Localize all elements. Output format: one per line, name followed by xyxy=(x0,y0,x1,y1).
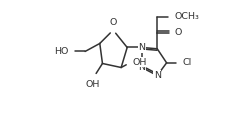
Text: N: N xyxy=(154,71,161,80)
Text: Cl: Cl xyxy=(182,58,192,67)
Text: O: O xyxy=(110,18,117,27)
Text: N: N xyxy=(138,43,145,52)
Text: N: N xyxy=(138,63,145,72)
Text: OH: OH xyxy=(133,58,147,67)
Text: OH: OH xyxy=(86,80,100,89)
Text: HO: HO xyxy=(54,47,68,56)
Text: O: O xyxy=(174,28,182,37)
Text: OCH₃: OCH₃ xyxy=(175,12,199,21)
